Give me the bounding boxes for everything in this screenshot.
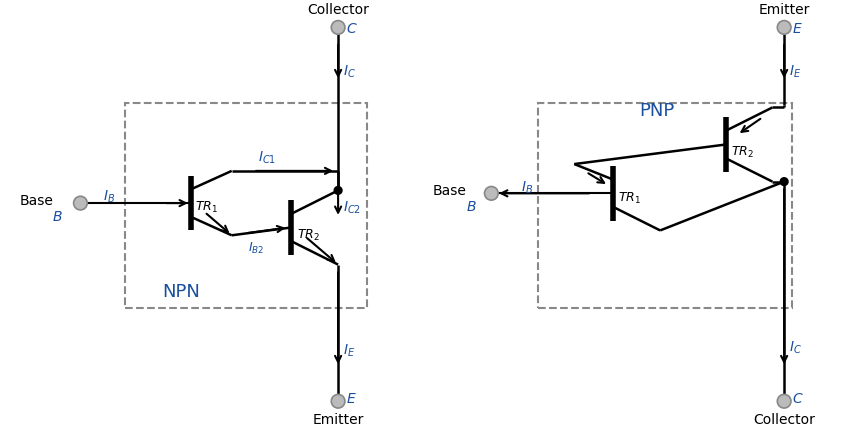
Bar — [538, 103, 792, 308]
Text: B: B — [53, 210, 62, 224]
Circle shape — [778, 21, 791, 34]
Text: $I_E$: $I_E$ — [789, 63, 801, 79]
Circle shape — [331, 394, 345, 408]
Text: $TR_2$: $TR_2$ — [732, 145, 755, 160]
Text: $TR_1$: $TR_1$ — [195, 199, 218, 214]
Circle shape — [484, 187, 498, 200]
Text: PNP: PNP — [639, 102, 675, 120]
Circle shape — [74, 196, 87, 210]
Text: $TR_1$: $TR_1$ — [618, 190, 641, 206]
Text: $I_E$: $I_E$ — [343, 342, 355, 359]
Text: Collector: Collector — [307, 3, 369, 17]
Text: B: B — [467, 200, 476, 214]
Text: Base: Base — [20, 194, 54, 208]
Text: Emitter: Emitter — [313, 413, 363, 427]
Text: $I_B$: $I_B$ — [521, 179, 533, 196]
Text: Emitter: Emitter — [758, 3, 810, 17]
Text: $I_C$: $I_C$ — [343, 63, 356, 79]
Circle shape — [331, 21, 345, 34]
Text: NPN: NPN — [162, 283, 200, 301]
Circle shape — [780, 178, 788, 185]
Text: $I_B$: $I_B$ — [102, 189, 115, 205]
Text: C: C — [347, 22, 357, 36]
Text: E: E — [347, 392, 356, 406]
Text: Collector: Collector — [753, 413, 815, 427]
Text: $TR_2$: $TR_2$ — [297, 228, 320, 243]
Text: $I_{C1}$: $I_{C1}$ — [257, 150, 276, 166]
Text: Base: Base — [433, 184, 467, 198]
Text: $I_{B2}$: $I_{B2}$ — [248, 241, 264, 256]
Text: E: E — [793, 22, 801, 36]
Circle shape — [778, 394, 791, 408]
Circle shape — [335, 187, 342, 194]
Bar — [125, 103, 368, 308]
Text: $I_{C2}$: $I_{C2}$ — [343, 200, 361, 216]
Text: C: C — [793, 392, 803, 406]
Text: $I_C$: $I_C$ — [789, 339, 802, 356]
